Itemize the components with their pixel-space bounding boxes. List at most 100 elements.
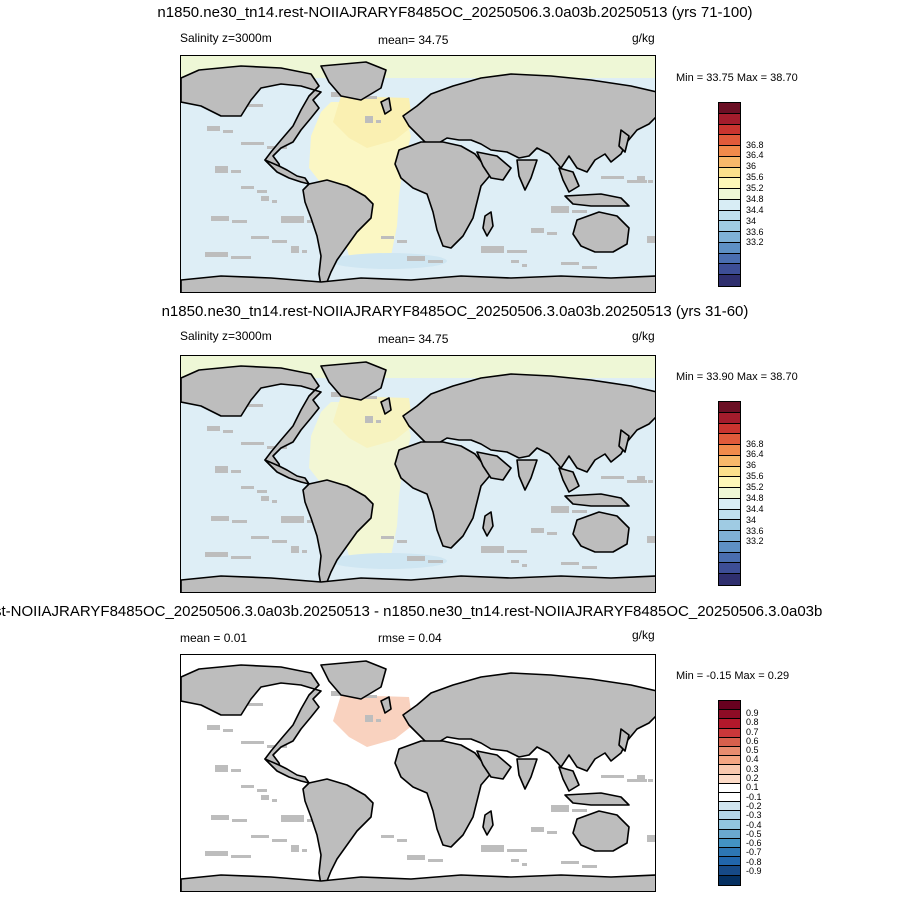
colorbar-tick-label: 35.2: [746, 183, 764, 194]
colorbar-segment: [719, 242, 740, 254]
colorbar-segment: [719, 838, 740, 848]
colorbar-segment: [719, 737, 740, 747]
colorbar-segment: [719, 423, 740, 435]
panel1-mean-label: mean= 34.75: [378, 33, 449, 47]
colorbar-tick-label: 36.8: [746, 438, 764, 449]
colorbar-segment: [719, 756, 740, 766]
panel2-map: [180, 355, 656, 593]
colorbar-tick-label: 34.4: [746, 204, 764, 215]
colorbar-segment: [719, 178, 740, 189]
colorbar-segment: [719, 189, 740, 200]
colorbar-segment: [719, 103, 740, 114]
panel1-units-label: g/kg: [632, 31, 655, 45]
colorbar-tick-label: 34.8: [746, 492, 764, 503]
colorbar-tick-label: 36: [746, 161, 757, 172]
panel3-units-label: g/kg: [632, 628, 655, 642]
colorbar-segment: [719, 802, 740, 812]
colorbar-tick-label: 36: [746, 460, 757, 471]
colorbar-segment: [719, 264, 740, 275]
panel2-mean-label: mean= 34.75: [378, 332, 449, 346]
panel3-title: st-NOIIAJRARYF8485OC_20250506.3.0a03b.20…: [0, 603, 823, 620]
colorbar-tick-label: 35.6: [746, 471, 764, 482]
colorbar-segment: [719, 820, 740, 830]
colorbar-tick-label: -0.4: [746, 819, 762, 830]
colorbar-tick-label: -0.5: [746, 828, 762, 839]
panel1-title: n1850.ne30_tn14.rest-NOIIAJRARYF8485OC_2…: [157, 4, 753, 21]
panel3-rmse-label: rmse = 0.04: [378, 631, 442, 645]
colorbar-segment: [719, 701, 740, 711]
panel3-minmax: Min = -0.15 Max = 0.29: [676, 670, 790, 682]
colorbar-segment: [719, 848, 740, 858]
colorbar-segment: [719, 253, 740, 265]
colorbar-tick-label: 33.6: [746, 525, 764, 536]
colorbar-tick-label: -0.8: [746, 856, 762, 867]
colorbar-tick-label: 0.5: [746, 745, 759, 756]
colorbar-tick-label: -0.6: [746, 838, 762, 849]
colorbar-tick-label: 0.3: [746, 763, 759, 774]
colorbar-tick-label: 0.8: [746, 717, 759, 728]
colorbar-tick-label: 34: [746, 215, 757, 226]
colorbar-segment: [719, 156, 740, 168]
colorbar-segment: [719, 531, 740, 542]
panel1-variable-label: Salinity z=3000m: [180, 31, 272, 45]
colorbar-tick-label: 36.8: [746, 139, 764, 150]
colorbar-tick-label: -0.3: [746, 810, 762, 821]
colorbar-tick-label: 35.2: [746, 482, 764, 493]
panel3-mean-label: mean = 0.01: [180, 631, 248, 645]
colorbar-segment: [719, 774, 740, 784]
colorbar-segment: [719, 113, 740, 125]
colorbar-segment: [719, 275, 740, 286]
colorbar-segment: [719, 498, 740, 510]
colorbar-segment: [719, 412, 740, 424]
panel1-minmax: Min = 33.75 Max = 38.70: [676, 72, 798, 84]
colorbar-tick-label: -0.9: [746, 866, 762, 877]
colorbar-segment: [719, 402, 740, 413]
colorbar-segment: [719, 710, 740, 720]
panel2-units-label: g/kg: [632, 329, 655, 343]
colorbar-tick-label: 34.4: [746, 503, 764, 514]
colorbar-segment: [719, 563, 740, 574]
colorbar-segment: [719, 167, 740, 179]
colorbar-tick-label: 0.6: [746, 735, 759, 746]
colorbar-tick-label: 33.6: [746, 226, 764, 237]
colorbar-segment: [719, 520, 740, 531]
colorbar-segment: [719, 232, 740, 243]
colorbar-segment: [719, 146, 740, 157]
colorbar-segment: [719, 765, 740, 775]
colorbar-tick-label: 34: [746, 514, 757, 525]
colorbar-segment: [719, 445, 740, 456]
colorbar-segment: [719, 875, 740, 885]
colorbar-segment: [719, 124, 740, 136]
colorbar-segment: [719, 574, 740, 585]
colorbar-tick-label: 36.4: [746, 150, 764, 161]
colorbar-segment: [719, 866, 740, 876]
colorbar-segment: [719, 728, 740, 738]
colorbar-tick-label: -0.2: [746, 800, 762, 811]
colorbar-tick-label: -0.1: [746, 791, 762, 802]
panel2-minmax: Min = 33.90 Max = 38.70: [676, 371, 798, 383]
colorbar-tick-label: 33.2: [746, 536, 764, 547]
colorbar-segment: [719, 783, 740, 793]
colorbar-tick-label: 0.1: [746, 782, 759, 793]
colorbar-segment: [719, 746, 740, 757]
colorbar-segment: [719, 719, 740, 729]
panel2-colorbar: [718, 401, 741, 586]
colorbar-segment: [719, 857, 740, 867]
panel3-colorbar: [718, 700, 741, 886]
colorbar-segment: [719, 541, 740, 553]
colorbar-tick-label: 0.4: [746, 754, 759, 765]
colorbar-segment: [719, 792, 740, 803]
colorbar-segment: [719, 455, 740, 467]
colorbar-segment: [719, 199, 740, 211]
panel2-variable-label: Salinity z=3000m: [180, 329, 272, 343]
colorbar-segment: [719, 829, 740, 839]
colorbar-segment: [719, 552, 740, 564]
colorbar-tick-label: 0.2: [746, 773, 759, 784]
colorbar-tick-label: -0.7: [746, 847, 762, 858]
colorbar-tick-label: 35.6: [746, 172, 764, 183]
colorbar-segment: [719, 135, 740, 146]
colorbar-tick-label: 36.4: [746, 449, 764, 460]
colorbar-segment: [719, 811, 740, 821]
panel1-map: [180, 55, 656, 293]
colorbar-segment: [719, 210, 740, 222]
